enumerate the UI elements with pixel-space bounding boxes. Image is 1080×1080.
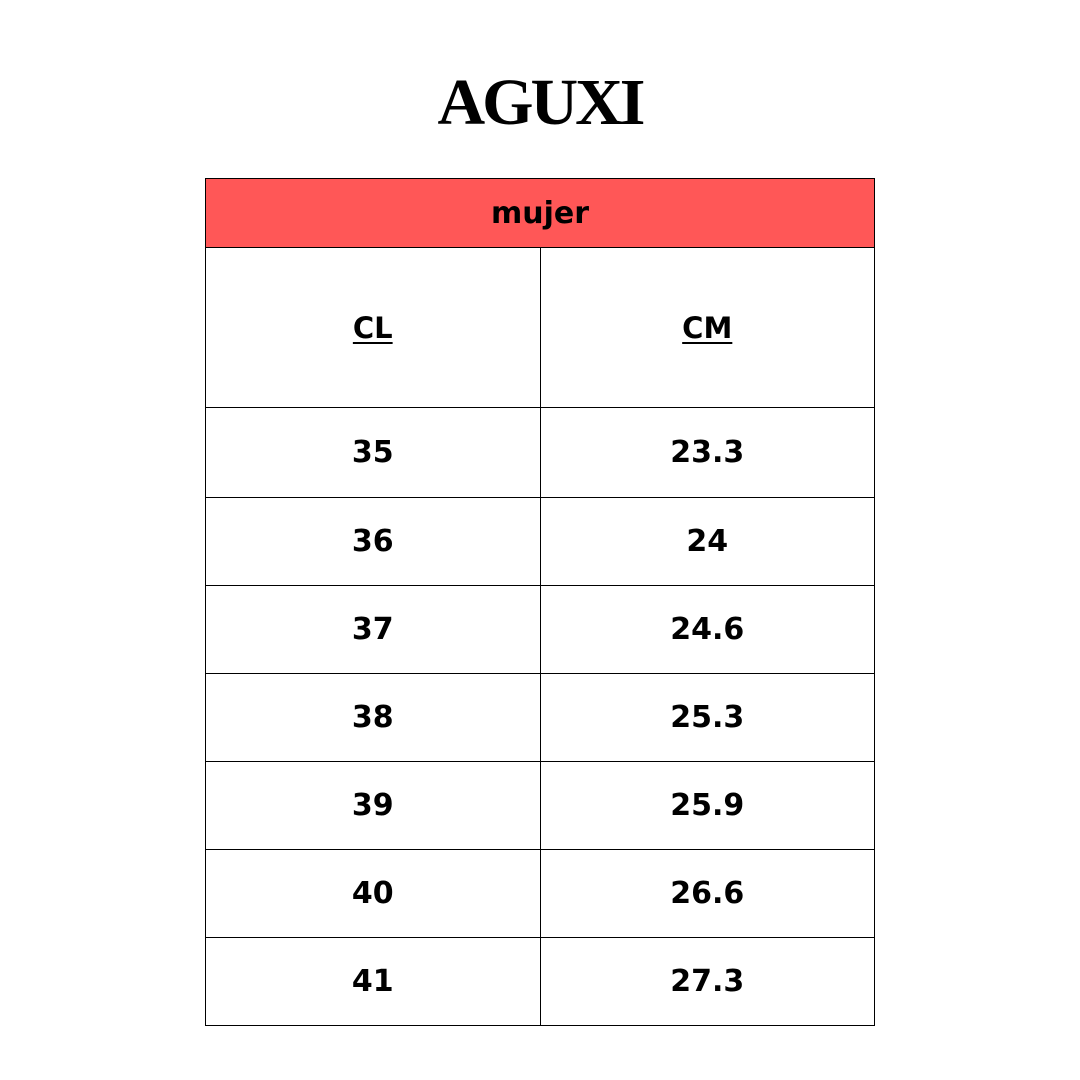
table-row: 36 24 [205,497,875,586]
column-header-cm: CM [539,247,875,408]
table-title: mujer [205,178,875,248]
cell-cm: 27.3 [539,937,875,1026]
table-header-row: CL CM [205,247,875,408]
cell-cl: 37 [205,585,541,674]
brand-logo: AGUXI [437,66,645,139]
table-row: 40 26.6 [205,849,875,938]
cell-cl: 41 [205,937,541,1026]
table-row: 37 24.6 [205,585,875,674]
cell-cl: 35 [205,407,541,498]
cell-cm: 23.3 [539,407,875,498]
column-header-cl: CL [205,247,541,408]
cell-cm: 26.6 [539,849,875,938]
cell-cm: 25.9 [539,761,875,850]
table-row: 38 25.3 [205,673,875,762]
size-chart-table: mujer CL CM 35 23.3 36 24 37 24.6 38 25.3 39 25.9… [205,178,875,1026]
table-row: 35 23.3 [205,407,875,498]
cell-cl: 40 [205,849,541,938]
cell-cl: 39 [205,761,541,850]
cell-cm: 25.3 [539,673,875,762]
cell-cm: 24.6 [539,585,875,674]
table-row: 39 25.9 [205,761,875,850]
table-row: 41 27.3 [205,937,875,1026]
cell-cm: 24 [539,497,875,586]
cell-cl: 36 [205,497,541,586]
table-title-row: mujer [205,178,875,248]
cell-cl: 38 [205,673,541,762]
